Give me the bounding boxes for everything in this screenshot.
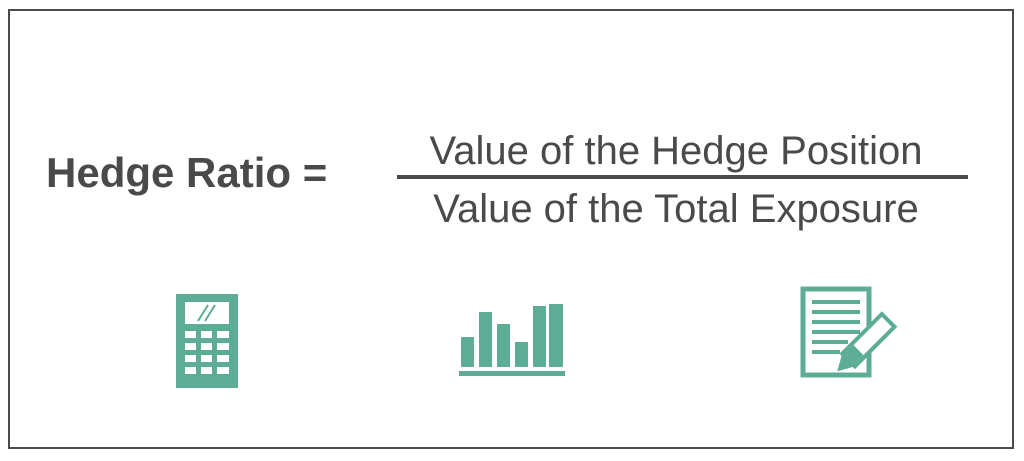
calculator-icon [176, 294, 238, 388]
formula-numerator: Value of the Hedge Position [429, 129, 923, 173]
bar-chart-icon [459, 302, 565, 380]
formula-denominator: Value of the Total Exposure [433, 187, 919, 231]
formula-lhs: Hedge Ratio = [46, 149, 328, 196]
document-pencil-icon [800, 286, 902, 380]
fraction-bar [397, 175, 968, 179]
